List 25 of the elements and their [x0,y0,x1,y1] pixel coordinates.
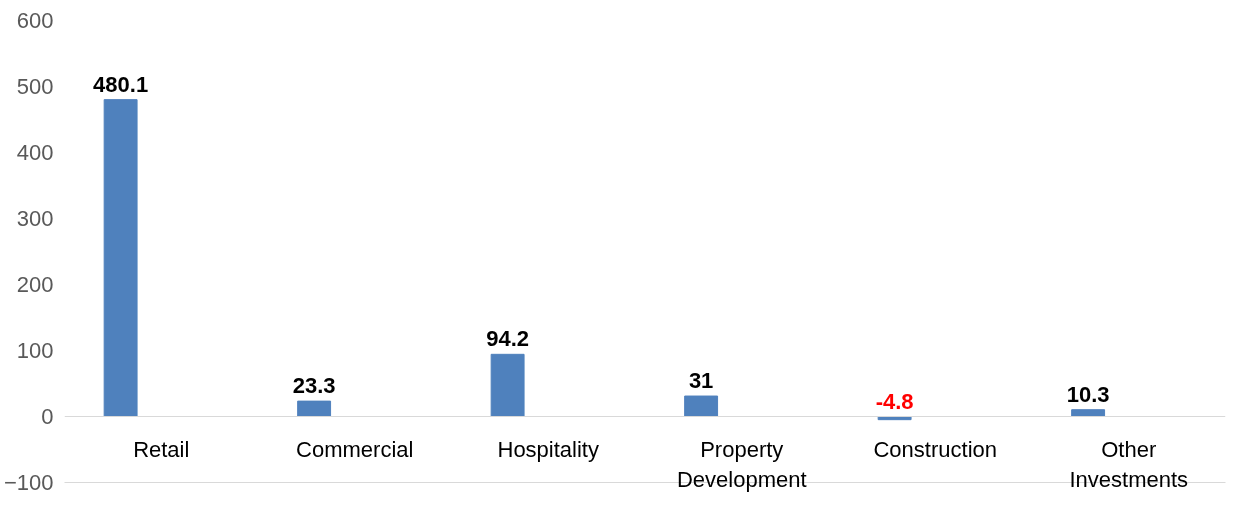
y-tick-label: 600 [16,8,54,33]
data-label: 480.1 [93,71,149,97]
x-tick-label: Property Development [676,436,807,492]
y-tick-label: 300 [16,206,54,231]
bar [490,353,525,417]
y-tick-label: 500 [16,74,54,99]
data-label: -4.8 [875,388,914,414]
data-label: 94.2 [486,326,530,352]
y-tick-label: 200 [16,272,54,297]
y-tick-label: 400 [16,140,54,165]
data-label: 31 [688,368,714,394]
x-tick-label: Commercial [296,436,414,462]
bar [684,395,719,417]
x-tick-label: Retail [133,436,190,462]
x-tick-label: Construction [873,436,998,462]
bar [1071,409,1106,417]
y-tick-label: 0 [41,404,54,429]
x-tick-label: Hospitality [497,436,599,462]
y-tick-label: −100 [3,470,54,495]
x-tick-label: Other Investments [1069,436,1189,492]
bar [297,400,332,417]
bar [103,99,138,417]
data-label: 10.3 [1066,381,1110,407]
data-label: 23.3 [292,373,336,399]
y-tick-label: 100 [16,338,54,363]
